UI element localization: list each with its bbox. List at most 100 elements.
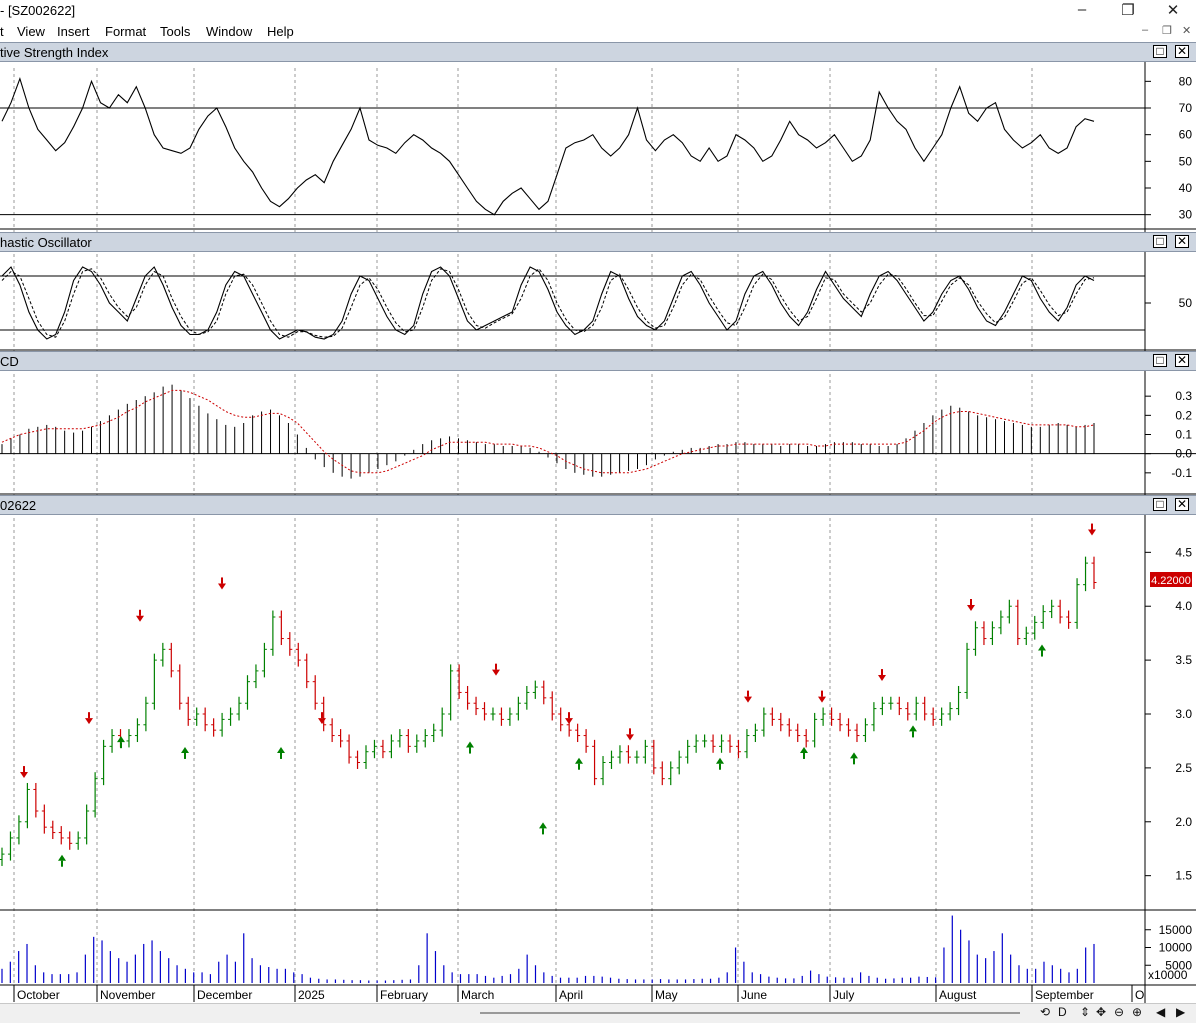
price-plot	[0, 523, 1097, 867]
macd-tick-label: 0.0	[1175, 447, 1192, 461]
draw-icon[interactable]: D	[1058, 1005, 1067, 1019]
sell-signal-arrow	[818, 690, 826, 703]
volume-tick-label: 10000	[1159, 941, 1193, 955]
buy-signal-arrow	[1038, 644, 1046, 657]
title-bar: - [SZ002622] – ❐ ✕	[0, 0, 1196, 22]
sell-signal-arrow	[967, 599, 975, 611]
buy-arrow-shaft	[469, 747, 471, 754]
window-title: - [SZ002622]	[0, 3, 76, 18]
macd-tick-label: 0.1	[1175, 428, 1192, 442]
menu-item-tools[interactable]: Tools	[160, 24, 191, 39]
maximize-pane-icon[interactable]: □	[1153, 354, 1167, 367]
month-label: October	[17, 988, 60, 1002]
sell-signal-arrow	[85, 712, 93, 725]
sell-arrow-head	[626, 734, 634, 741]
menu-bar: t View Insert Format Tools Window Help	[0, 22, 1196, 42]
month-label: 2025	[298, 988, 325, 1002]
rsi-tick-label: 40	[1179, 181, 1193, 195]
sell-signal-arrow	[878, 669, 886, 682]
buy-arrow-head	[181, 746, 189, 753]
buy-signal-arrow	[58, 854, 66, 867]
close-pane-icon[interactable]: ✕	[1175, 44, 1189, 58]
scroll-track[interactable]	[480, 1012, 1020, 1014]
vertical-zoom-icon[interactable]: ⇕	[1080, 1005, 1091, 1019]
mdi-restore-icon[interactable]: ❐	[1162, 25, 1172, 37]
sell-arrow-head	[492, 669, 500, 676]
rsi-tick-label: 80	[1179, 74, 1193, 88]
buy-arrow-shaft	[184, 752, 186, 759]
zoom-out-icon[interactable]: ⊖	[1114, 1005, 1125, 1019]
month-label: August	[939, 988, 977, 1002]
menu-item-format[interactable]: Format	[105, 24, 147, 39]
scroll-left-icon[interactable]: ◀	[1156, 1005, 1166, 1019]
buy-arrow-head	[277, 746, 285, 753]
buy-arrow-head	[575, 757, 583, 764]
buy-arrow-shaft	[719, 763, 721, 770]
scroll-bar[interactable]	[0, 1003, 1196, 1023]
maximize-pane-icon[interactable]: □	[1153, 235, 1167, 248]
sell-arrow-head	[136, 615, 144, 622]
macd-signal-line	[1, 389, 1095, 474]
buy-arrow-head	[539, 822, 547, 829]
buy-signal-arrow	[117, 736, 125, 749]
sell-arrow-shaft	[495, 663, 497, 670]
mdi-minimize-icon[interactable]: –	[1142, 24, 1149, 36]
buy-signal-arrow	[181, 746, 189, 759]
rsi-tick-label: 30	[1179, 208, 1193, 222]
y-axis-ticks: 80 70 60 50 40 30 50 0.3 0.2 0.1 0.0 -0.1 4.5 4.0 3.5 3…	[1145, 74, 1192, 972]
menu-item-window[interactable]: Window	[206, 24, 253, 39]
price-pane-title: 02622	[0, 498, 37, 513]
buy-signal-arrow	[850, 752, 858, 765]
buy-arrow-head	[909, 725, 917, 732]
sell-arrow-shaft	[747, 690, 749, 697]
sell-signal-arrow	[626, 728, 634, 741]
close-pane-icon[interactable]: ✕	[1175, 497, 1189, 511]
sell-signal-arrow	[492, 663, 500, 676]
buy-signal-arrow	[800, 746, 808, 759]
close-pane-icon[interactable]: ✕	[1175, 234, 1189, 248]
pan-icon[interactable]: ✥	[1096, 1005, 1107, 1019]
last-price-label: 4.22000	[1151, 575, 1191, 587]
restore-icon[interactable]: ❐	[1121, 2, 1135, 19]
stoch-k-line	[1, 266, 1095, 340]
buy-arrow-head	[716, 757, 724, 764]
sell-signal-arrow	[744, 690, 752, 703]
close-pane-icon[interactable]: ✕	[1175, 353, 1189, 367]
macd-tick-label: 0.3	[1175, 389, 1192, 403]
close-icon[interactable]: ✕	[1166, 2, 1180, 19]
refresh-icon[interactable]: ⟲	[1040, 1005, 1051, 1019]
menu-item-view[interactable]: View	[17, 24, 45, 39]
sell-arrow-shaft	[970, 599, 972, 605]
maximize-pane-icon[interactable]: □	[1153, 498, 1167, 511]
buy-arrow-head	[1038, 644, 1046, 651]
mdi-close-icon[interactable]: ✕	[1182, 25, 1192, 37]
menu-item-insert[interactable]: Insert	[57, 24, 90, 39]
menu-item-edit[interactable]: t	[0, 24, 4, 39]
stoch-tick-label: 50	[1179, 296, 1193, 310]
buy-arrow-head	[800, 746, 808, 753]
minimize-icon[interactable]: –	[1077, 1, 1087, 18]
menu-item-help[interactable]: Help	[267, 24, 294, 39]
buy-arrow-shaft	[853, 758, 855, 765]
scroll-right-icon[interactable]: ▶	[1176, 1005, 1186, 1019]
sell-arrow-head	[878, 675, 886, 682]
sell-signal-arrow	[218, 577, 226, 590]
sell-signal-arrow	[1088, 523, 1096, 536]
price-tick-label: 4.5	[1175, 545, 1192, 559]
price-tick-label: 3.0	[1175, 707, 1192, 721]
maximize-pane-icon[interactable]: □	[1153, 45, 1167, 58]
last-price-tag	[1150, 572, 1192, 587]
macd-pane-header: CD □ ✕	[0, 351, 1196, 371]
month-label: May	[655, 988, 678, 1002]
sell-arrow-shaft	[629, 728, 631, 735]
macd-tick-label: -0.1	[1171, 466, 1192, 480]
month-label: March	[461, 988, 494, 1002]
sell-arrow-shaft	[821, 690, 823, 697]
zoom-in-icon[interactable]: ⊕	[1132, 1005, 1143, 1019]
price-tick-label: 2.5	[1175, 761, 1192, 775]
price-pane-header: 02622 □ ✕	[0, 495, 1196, 515]
rsi-tick-label: 60	[1179, 128, 1193, 142]
month-label: April	[559, 988, 583, 1002]
buy-signal-arrow	[466, 741, 474, 754]
